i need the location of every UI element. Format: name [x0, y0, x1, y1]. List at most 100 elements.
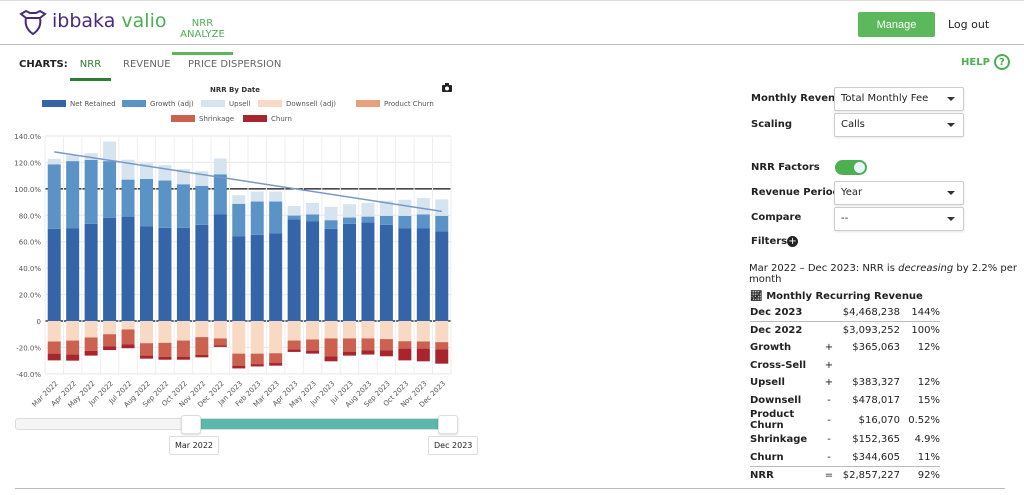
bar-churn [269, 363, 283, 366]
bar-shrinkage [140, 343, 153, 356]
bar-shrinkage [103, 334, 117, 347]
slider-end-label: Dec 2023 [428, 436, 479, 455]
slider-end-handle[interactable] [438, 415, 458, 434]
mrr-value: $344,605 [838, 448, 900, 467]
mrr-pct: 11% [900, 448, 940, 467]
bar-downsell-adj- [103, 321, 117, 335]
bar-churn [121, 344, 135, 349]
bar-downsell-adj- [398, 321, 412, 342]
tab-revenue[interactable]: REVENUE [123, 59, 171, 70]
mrr-row: Shrinkage - $152,365 4.9% [750, 431, 940, 449]
brand-logo: ibbaka valio [52, 10, 167, 32]
bar-net-retained [176, 227, 190, 321]
bar-upsell [232, 195, 246, 204]
bar-growth-adj- [121, 179, 135, 217]
bar-upsell [343, 204, 356, 218]
bar-downsell-adj- [121, 321, 135, 330]
mrr-value: $3,093,252 [842, 325, 900, 336]
compare-select[interactable]: -- [834, 207, 964, 231]
nrr-factors-toggle[interactable] [835, 160, 867, 175]
bar-churn [158, 356, 172, 360]
bar-downsell-adj- [195, 321, 209, 338]
nav-tab-nrr-analyze[interactable]: NRR ANALYZE [172, 18, 233, 55]
bar-upsell [121, 159, 135, 180]
bar-shrinkage [287, 340, 301, 350]
monthly-revenue-select[interactable]: Total Monthly Fee [834, 87, 964, 111]
bar-growth-adj- [232, 203, 246, 237]
bar-downsell-adj- [306, 321, 320, 340]
bar-upsell [213, 158, 227, 175]
toggle-knob [854, 162, 865, 173]
mrr-value: $478,017 [852, 394, 900, 406]
bar-shrinkage [435, 342, 449, 350]
bar-upsell [361, 202, 375, 217]
scaling-select[interactable]: Calls [834, 113, 964, 137]
chevron-down-icon [947, 123, 955, 127]
mrr-label: NRR [750, 469, 774, 481]
bar-churn [232, 365, 246, 369]
y-tick-label: 20.0% [19, 292, 42, 300]
bar-growth-adj- [158, 180, 172, 228]
bar-churn [213, 345, 227, 347]
bar-net-retained [140, 226, 153, 321]
bar-net-retained [398, 228, 412, 321]
tab-nrr[interactable]: NRR [70, 59, 111, 81]
mrr-value: $383,327 [852, 377, 900, 389]
help-icon: ? [993, 54, 1010, 70]
mrr-value [838, 357, 900, 375]
mrr-sign [820, 322, 838, 340]
add-filter-icon[interactable]: + [787, 236, 798, 247]
bar-net-retained [213, 214, 227, 321]
bar-churn [361, 350, 375, 355]
chevron-down-icon [947, 217, 955, 221]
bar-churn [47, 353, 61, 361]
y-tick-label: -20.0% [16, 344, 41, 352]
bar-downsell-adj- [84, 321, 98, 338]
bar-growth-adj- [269, 201, 283, 234]
mrr-sign: - [827, 394, 831, 406]
tab-price-dispersion[interactable]: PRICE DISPERSION [188, 59, 282, 70]
y-tick-label: 80.0% [19, 212, 42, 220]
bar-shrinkage [176, 340, 190, 357]
mrr-value: $365,063 [852, 342, 900, 354]
chart-title: NRR By Date [210, 86, 260, 94]
logout-link[interactable]: Log out [948, 18, 990, 31]
mrr-row: Product Churn - $16,070 0.52% [750, 409, 940, 431]
bar-net-retained [47, 228, 61, 321]
bar-shrinkage [232, 353, 246, 366]
bar-churn [66, 354, 80, 361]
bar-churn [324, 356, 338, 362]
camera-icon[interactable] [442, 83, 452, 92]
revenue-period-select[interactable]: Year [834, 181, 964, 205]
slider-start-handle[interactable] [181, 415, 201, 434]
bar-shrinkage [195, 337, 209, 355]
legend-swatch [171, 115, 195, 122]
bar-shrinkage [269, 353, 283, 364]
bar-growth-adj- [287, 215, 301, 220]
bar-net-retained [195, 224, 209, 321]
y-tick-label: 60.0% [19, 239, 42, 247]
bar-growth-adj- [416, 214, 430, 229]
logo-icon [18, 8, 48, 40]
header-divider [0, 44, 1024, 45]
mrr-pct: 144% [900, 304, 940, 322]
mrr-row: Dec 2022 $3,093,252 100% [750, 322, 940, 340]
bar-shrinkage [306, 339, 320, 351]
bar-growth-adj- [47, 164, 61, 229]
manage-button[interactable]: Manage [858, 12, 935, 37]
bar-net-retained [103, 217, 117, 321]
legend-swatch [356, 100, 380, 107]
bar-upsell [379, 200, 393, 216]
bar-net-retained [324, 228, 338, 321]
legend-swatch [201, 100, 225, 107]
bar-churn [435, 349, 449, 364]
mrr-sign: + [824, 377, 834, 389]
mrr-pct: 12% [917, 342, 940, 354]
legend-label: Downsell (adj) [286, 100, 336, 108]
mrr-label: Churn [750, 448, 820, 467]
bar-downsell-adj- [140, 321, 153, 344]
mrr-sign: - [827, 434, 831, 446]
help-button[interactable]: HELP? [961, 54, 1010, 70]
y-tick-label: 120.0% [14, 159, 41, 167]
bar-net-retained [158, 227, 172, 321]
